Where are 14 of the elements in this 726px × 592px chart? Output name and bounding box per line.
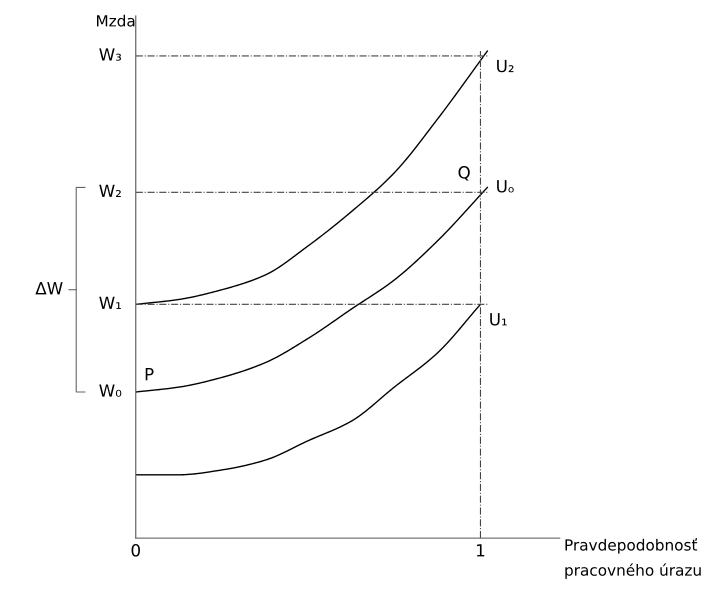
ref-line-label: W₁ (99, 296, 121, 309)
annotation: P (146, 368, 154, 380)
y-axis-title: Mzda (97, 14, 134, 27)
x-tick-label: 1 (476, 544, 484, 556)
series-label: Uₒ (497, 180, 514, 193)
x-axis-title: Pravdepodobnosť pracovného úrazu (565, 538, 701, 579)
text: ΔW (35, 282, 63, 294)
text: W₀ (99, 384, 122, 397)
annotation: Q (458, 166, 470, 181)
series-label: U₁ (490, 313, 507, 326)
ref-line-label: W₃ (99, 48, 122, 61)
x-tick-label: 0 (132, 544, 140, 557)
ref-line-label: W₂ (99, 184, 121, 197)
series-label: U₂ (497, 60, 514, 72)
